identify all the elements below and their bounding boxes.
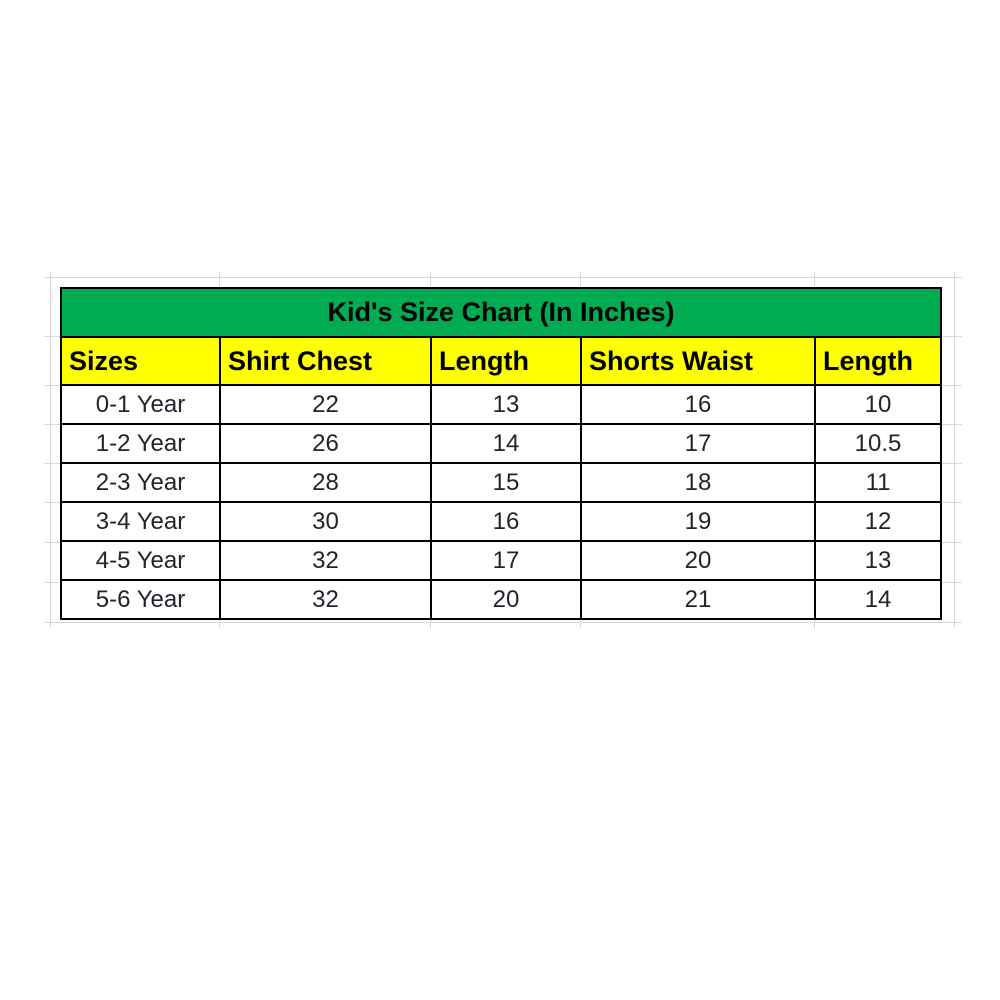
value-cell: 13: [430, 384, 582, 425]
table-row: 3-4 Year 30 16 19 12: [60, 501, 943, 542]
value-cell: 10: [813, 384, 943, 425]
value-cell: 14: [430, 423, 582, 464]
value-cell: 28: [219, 462, 432, 503]
value-cell: 14: [813, 579, 943, 620]
title-row: Kid's Size Chart (In Inches): [59, 287, 943, 338]
value-cell: 15: [430, 462, 582, 503]
column-header-row: Sizes Shirt Chest Length Shorts Waist Length: [60, 336, 943, 386]
value-cell: 11: [813, 462, 943, 503]
value-cell: 16: [580, 384, 816, 425]
value-cell: 30: [219, 501, 432, 542]
value-cell: 16: [430, 501, 582, 542]
value-cell: 17: [580, 423, 816, 464]
value-cell: 20: [430, 579, 582, 620]
value-cell: 22: [219, 384, 432, 425]
value-cell: 19: [580, 501, 816, 542]
table-row: 4-5 Year 32 17 20 13: [60, 540, 943, 581]
column-header-4-length: Length: [813, 336, 943, 386]
value-cell: 13: [813, 540, 943, 581]
size-chart: Kid's Size Chart (In Inches) Sizes Shirt …: [59, 287, 943, 620]
column-header-0-sizes: Sizes: [60, 336, 221, 386]
table-row: 2-3 Year 28 15 18 11: [60, 462, 943, 503]
value-cell: 18: [580, 462, 816, 503]
table-body: 0-1 Year 22 13 16 10 1-2 Year 26 14 17 10.5 2-3 Ye…: [60, 384, 943, 620]
value-cell: 32: [219, 579, 432, 620]
value-cell: 32: [219, 540, 432, 581]
size-label-cell: 2-3 Year: [60, 462, 221, 503]
table-row: 5-6 Year 32 20 21 14: [60, 579, 943, 620]
value-cell: 21: [580, 579, 816, 620]
size-label-cell: 5-6 Year: [60, 579, 221, 620]
size-label-cell: 3-4 Year: [60, 501, 221, 542]
value-cell: 10.5: [813, 423, 943, 464]
value-cell: 17: [430, 540, 582, 581]
gridline-vertical: [954, 272, 955, 628]
size-label-cell: 0-1 Year: [60, 384, 221, 425]
size-label-cell: 4-5 Year: [60, 540, 221, 581]
gridline-vertical: [50, 272, 51, 628]
column-header-3-shorts-waist: Shorts Waist: [580, 336, 816, 386]
table-row: 0-1 Year 22 13 16 10: [60, 384, 943, 425]
gridline-horizontal: [44, 622, 962, 623]
table-row: 1-2 Year 26 14 17 10.5: [60, 423, 943, 464]
size-chart-table: Kid's Size Chart (In Inches) Sizes Shirt …: [59, 287, 943, 620]
table-title: Kid's Size Chart (In Inches): [59, 287, 943, 338]
value-cell: 12: [813, 501, 943, 542]
value-cell: 20: [580, 540, 816, 581]
column-header-1-shirt-chest: Shirt Chest: [219, 336, 432, 386]
column-header-2-length: Length: [430, 336, 582, 386]
size-label-cell: 1-2 Year: [60, 423, 221, 464]
value-cell: 26: [219, 423, 432, 464]
gridline-horizontal: [44, 277, 962, 278]
